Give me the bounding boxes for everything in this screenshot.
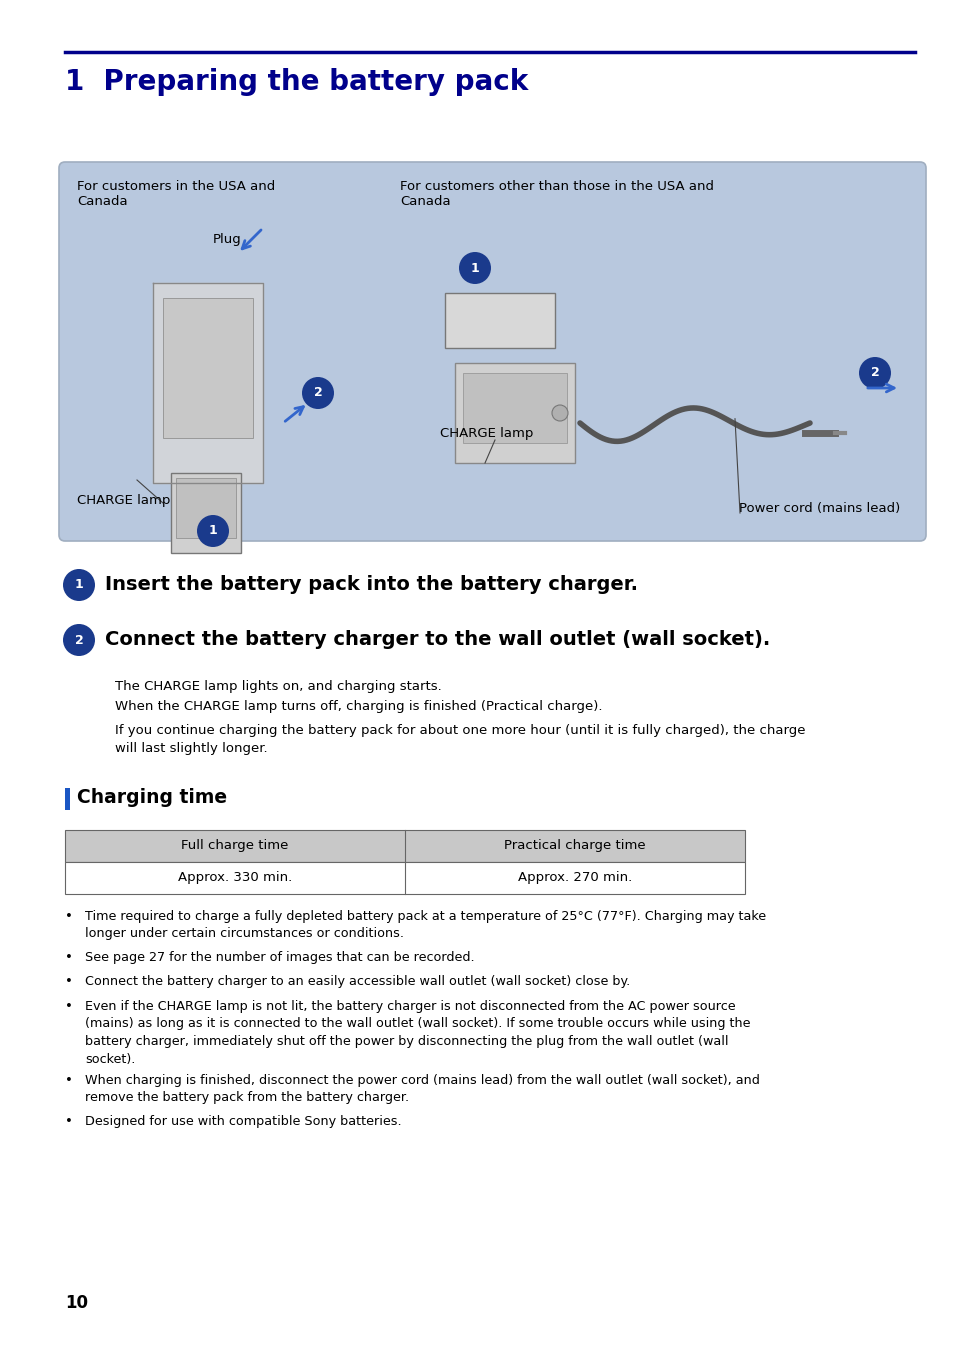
Text: When the CHARGE lamp turns off, charging is finished (Practical charge).: When the CHARGE lamp turns off, charging…: [115, 700, 602, 712]
Text: Practical charge time: Practical charge time: [503, 840, 645, 852]
Text: If you continue charging the battery pack for about one more hour (until it is f: If you continue charging the battery pac…: [115, 725, 804, 754]
Text: •: •: [65, 1000, 72, 1012]
Text: 10: 10: [65, 1295, 88, 1312]
Text: See page 27 for the number of images that can be recorded.: See page 27 for the number of images tha…: [85, 951, 475, 963]
Text: Charging time: Charging time: [77, 788, 227, 807]
Text: Connect the battery charger to an easily accessible wall outlet (wall socket) cl: Connect the battery charger to an easily…: [85, 976, 630, 988]
Text: Connect the battery charger to the wall outlet (wall socket).: Connect the battery charger to the wall …: [105, 630, 769, 649]
Text: Approx. 270 min.: Approx. 270 min.: [517, 871, 632, 885]
Bar: [171, 474, 241, 554]
Polygon shape: [152, 284, 263, 483]
Text: •: •: [65, 976, 72, 988]
Text: Insert the battery pack into the battery charger.: Insert the battery pack into the battery…: [105, 575, 638, 594]
Text: For customers other than those in the USA and
Canada: For customers other than those in the US…: [399, 180, 713, 208]
Text: Designed for use with compatible Sony batteries.: Designed for use with compatible Sony ba…: [85, 1115, 401, 1128]
Text: CHARGE lamp: CHARGE lamp: [77, 494, 171, 508]
Bar: [175, 478, 235, 537]
Text: 2: 2: [74, 634, 83, 646]
Bar: [455, 364, 575, 463]
Bar: [163, 299, 253, 438]
Circle shape: [552, 404, 567, 421]
Text: 1: 1: [209, 525, 217, 537]
Text: •: •: [65, 951, 72, 963]
FancyBboxPatch shape: [59, 161, 925, 541]
Text: •: •: [65, 1073, 72, 1087]
Bar: [65, 788, 70, 810]
Circle shape: [63, 569, 95, 601]
Circle shape: [458, 252, 491, 284]
Text: Time required to charge a fully depleted battery pack at a temperature of 25°C (: Time required to charge a fully depleted…: [85, 911, 765, 940]
Text: 1: 1: [470, 262, 478, 274]
Text: •: •: [65, 1115, 72, 1128]
Text: Approx. 330 min.: Approx. 330 min.: [177, 871, 292, 885]
Text: For customers in the USA and
Canada: For customers in the USA and Canada: [77, 180, 275, 208]
Text: CHARGE lamp: CHARGE lamp: [439, 427, 533, 440]
Bar: [65, 830, 744, 862]
Text: Plug: Plug: [213, 233, 241, 246]
Bar: [444, 293, 555, 347]
Circle shape: [63, 624, 95, 655]
Circle shape: [302, 377, 334, 408]
Text: 1: 1: [74, 578, 83, 592]
Circle shape: [196, 516, 229, 547]
Bar: [462, 373, 566, 442]
Text: Even if the CHARGE lamp is not lit, the battery charger is not disconnected from: Even if the CHARGE lamp is not lit, the …: [85, 1000, 750, 1065]
Circle shape: [858, 357, 890, 389]
Text: The CHARGE lamp lights on, and charging starts.: The CHARGE lamp lights on, and charging …: [115, 680, 441, 693]
Bar: [65, 862, 744, 894]
Text: Full charge time: Full charge time: [181, 840, 289, 852]
Text: When charging is finished, disconnect the power cord (mains lead) from the wall : When charging is finished, disconnect th…: [85, 1073, 760, 1105]
Text: Power cord (mains lead): Power cord (mains lead): [738, 502, 899, 516]
Text: 2: 2: [870, 366, 879, 380]
Text: 1  Preparing the battery pack: 1 Preparing the battery pack: [65, 68, 528, 96]
Text: •: •: [65, 911, 72, 923]
Text: 2: 2: [314, 387, 322, 399]
